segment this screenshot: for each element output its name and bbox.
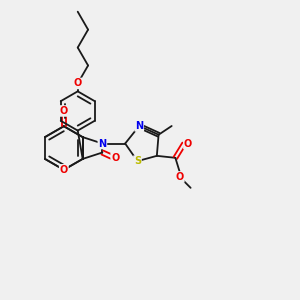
Text: O: O (111, 153, 119, 164)
Text: O: O (176, 172, 184, 182)
Text: O: O (74, 78, 82, 88)
Text: S: S (134, 156, 141, 166)
Text: O: O (184, 139, 192, 149)
Text: N: N (98, 139, 106, 148)
Text: O: O (60, 165, 68, 175)
Text: N: N (135, 121, 143, 131)
Text: O: O (60, 106, 68, 116)
